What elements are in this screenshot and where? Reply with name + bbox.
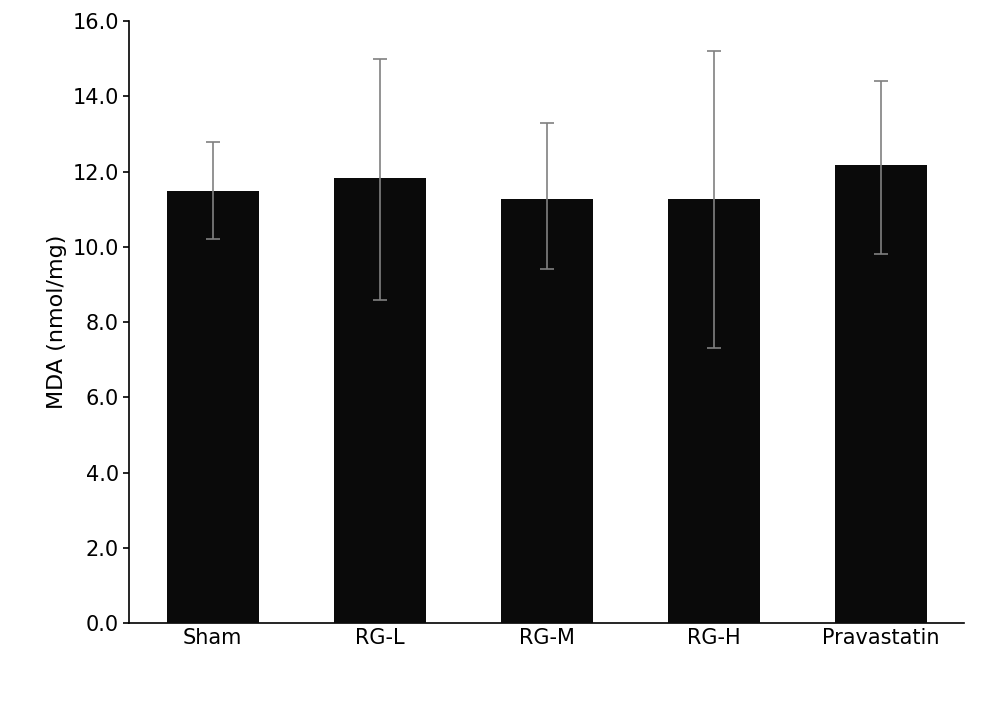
Bar (501, 199, 592, 623)
Bar (835, 165, 926, 623)
Bar (334, 178, 425, 623)
Y-axis label: MDA (nmol/mg): MDA (nmol/mg) (47, 235, 67, 409)
Bar (668, 199, 759, 623)
Bar (167, 191, 258, 623)
